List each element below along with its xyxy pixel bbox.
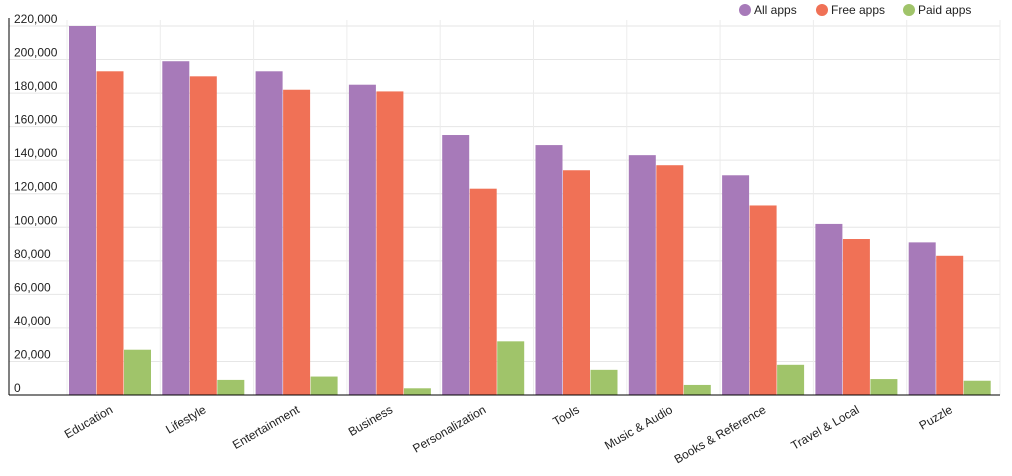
bar-paid-apps-travel-local[interactable] (870, 379, 898, 395)
bar-paid-apps-music-audio[interactable] (683, 384, 711, 395)
bar-all-apps-personalization[interactable] (442, 135, 470, 396)
bar-free-apps-lifestyle[interactable] (189, 76, 217, 396)
bar-paid-apps-books-reference[interactable] (777, 364, 805, 395)
y-axis-tick-labels: 0 20,000 40,000 60,000 80,000 100,000 120,000 1… (14, 12, 58, 395)
bar-free-apps-personalization[interactable] (469, 188, 497, 395)
legend-item-paid-apps[interactable]: Paid apps (903, 3, 971, 17)
legend-swatch (816, 4, 828, 16)
legend-swatch (739, 4, 751, 16)
y-tick-label: 120,000 (14, 180, 58, 194)
y-tick-label: 80,000 (14, 247, 51, 261)
legend-label: Free apps (831, 3, 885, 17)
bar-paid-apps-puzzle[interactable] (963, 380, 991, 395)
axes (8, 18, 1000, 396)
bar-all-apps-music-audio[interactable] (628, 155, 656, 395)
y-tick-label: 40,000 (14, 314, 51, 328)
legend-label: Paid apps (918, 3, 971, 17)
bar-free-apps-entertainment[interactable] (283, 89, 311, 396)
legend: All apps Free apps Paid apps (739, 3, 971, 17)
bar-free-apps-puzzle[interactable] (936, 255, 964, 395)
legend-label: All apps (754, 3, 797, 17)
bars (69, 26, 991, 396)
x-tick-label: Music & Audio (602, 402, 675, 452)
y-tick-label: 140,000 (14, 146, 58, 160)
y-tick-label: 60,000 (14, 280, 51, 294)
x-tick-label: Puzzle (917, 402, 955, 432)
bar-free-apps-books-reference[interactable] (749, 205, 777, 395)
bar-paid-apps-tools[interactable] (590, 369, 618, 395)
x-tick-label: Personalization (410, 402, 488, 455)
y-tick-label: 0 (14, 381, 21, 395)
y-tick-label: 200,000 (14, 46, 58, 60)
x-tick-label: Travel & Local (789, 402, 862, 452)
x-tick-label: Business (346, 402, 395, 438)
bar-all-apps-tools[interactable] (535, 145, 563, 395)
bar-paid-apps-entertainment[interactable] (310, 376, 338, 395)
bar-all-apps-education[interactable] (69, 26, 96, 395)
x-tick-label: Education (62, 402, 115, 441)
bar-all-apps-puzzle[interactable] (908, 242, 936, 395)
bar-free-apps-tools[interactable] (563, 170, 590, 395)
bar-paid-apps-personalization[interactable] (497, 341, 525, 395)
bar-paid-apps-lifestyle[interactable] (217, 379, 245, 395)
bar-all-apps-business[interactable] (348, 84, 376, 396)
y-tick-label: 180,000 (14, 79, 58, 93)
legend-swatch (903, 4, 915, 16)
y-tick-label: 20,000 (14, 347, 51, 361)
legend-item-all-apps[interactable]: All apps (739, 3, 797, 17)
bar-free-apps-travel-local[interactable] (842, 239, 870, 395)
bar-all-apps-entertainment[interactable] (255, 71, 283, 395)
y-tick-label: 160,000 (14, 113, 58, 127)
x-tick-label: Tools (550, 402, 581, 428)
bar-free-apps-education[interactable] (96, 71, 124, 395)
bar-all-apps-lifestyle[interactable] (162, 61, 190, 396)
x-tick-label: Entertainment (230, 402, 302, 452)
bar-free-apps-music-audio[interactable] (656, 165, 684, 395)
y-tick-label: 100,000 (14, 213, 58, 227)
bar-paid-apps-education[interactable] (124, 349, 151, 395)
y-tick-label: 220,000 (14, 12, 58, 26)
x-tick-label: Books & Reference (672, 402, 769, 466)
x-axis-tick-labels: Education Lifestyle Entertainment Business P… (62, 402, 955, 466)
bar-free-apps-business[interactable] (376, 91, 404, 395)
bar-all-apps-travel-local[interactable] (815, 223, 843, 395)
legend-item-free-apps[interactable]: Free apps (816, 3, 885, 17)
x-tick-label: Lifestyle (163, 402, 208, 436)
bar-all-apps-books-reference[interactable] (722, 175, 750, 395)
bar-paid-apps-business[interactable] (403, 388, 431, 395)
